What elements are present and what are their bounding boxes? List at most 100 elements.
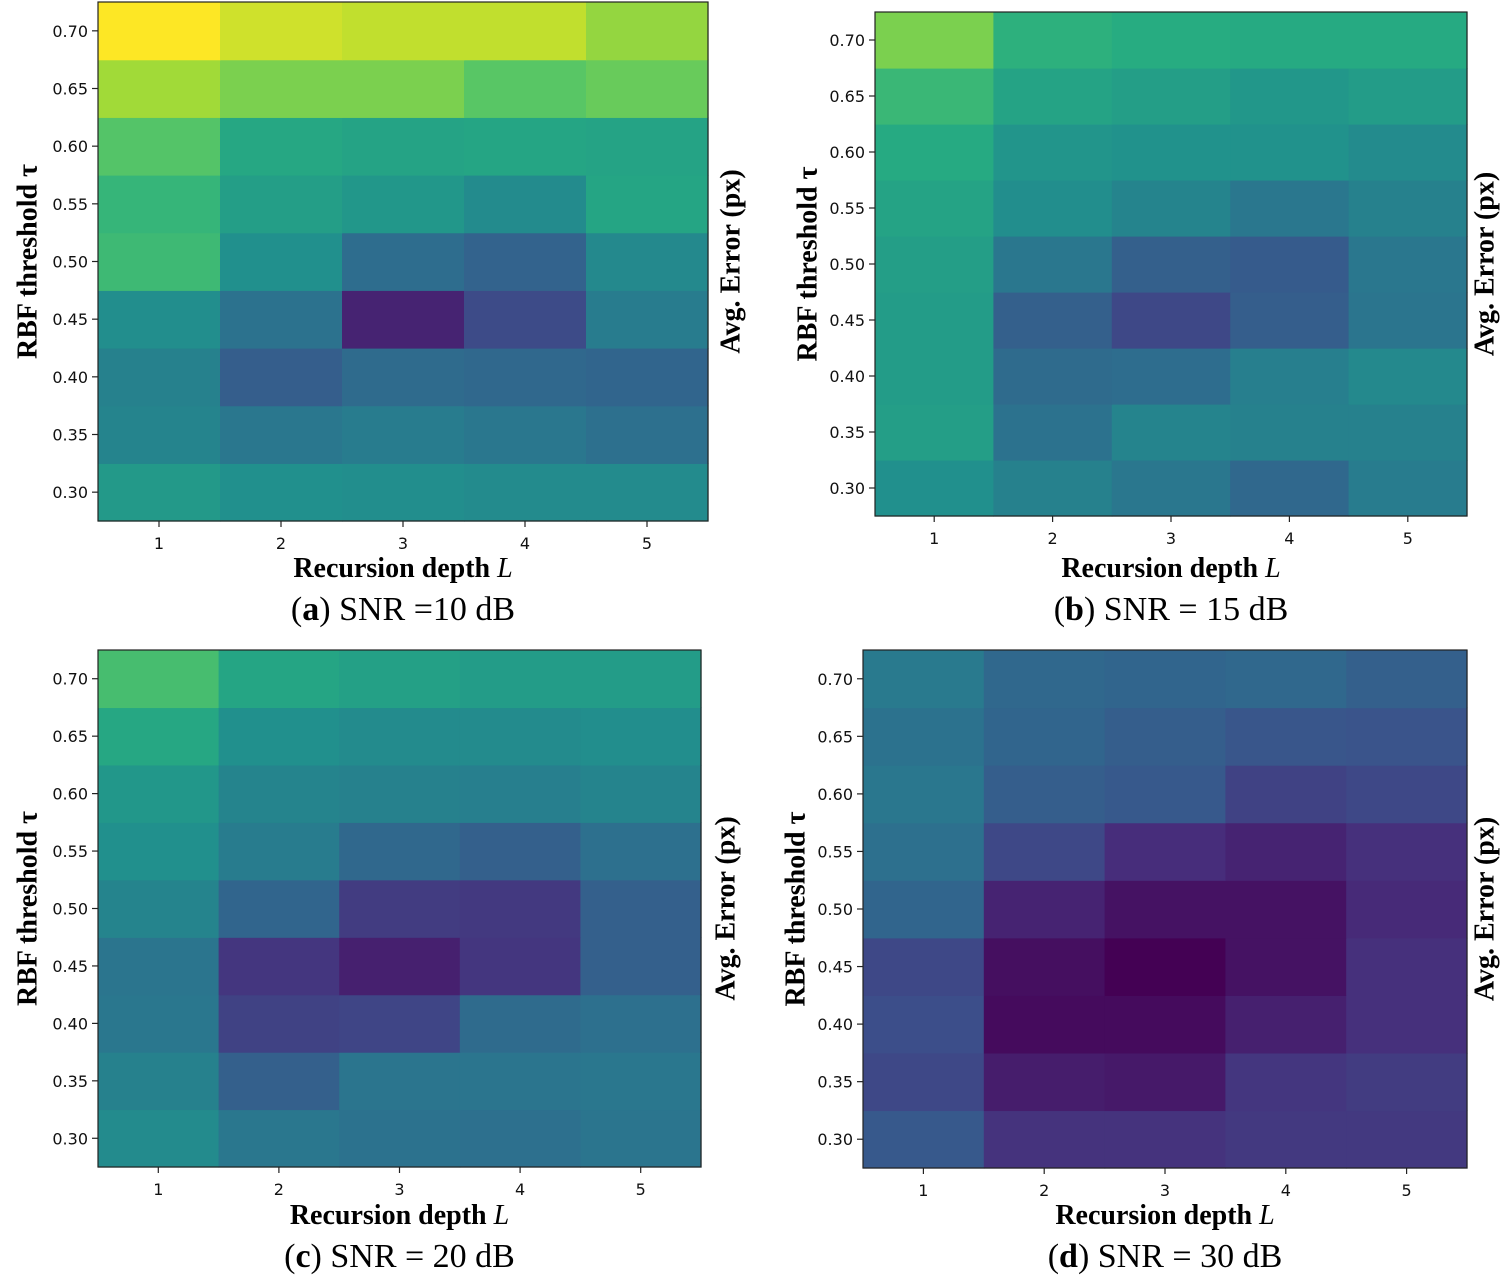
heatmap-cell bbox=[339, 879, 461, 938]
heatmap-cell bbox=[1225, 1110, 1347, 1169]
heatmap-cell bbox=[342, 175, 465, 234]
heatmap-cell bbox=[464, 463, 587, 522]
heatmap-cell bbox=[1230, 180, 1350, 237]
x-tick-label: 5 bbox=[1403, 529, 1413, 548]
caption-panel-label: a bbox=[302, 591, 319, 628]
heatmap-cell bbox=[580, 650, 702, 709]
y-tick-label: 0.60 bbox=[817, 785, 853, 804]
heatmap-cell bbox=[586, 290, 709, 349]
heatmap-cell bbox=[339, 764, 461, 823]
heatmap-cell bbox=[459, 707, 581, 766]
y-tick-label: 0.50 bbox=[52, 900, 88, 919]
x-axis-label-variable: L bbox=[1258, 1200, 1275, 1231]
y-tick-label: 0.45 bbox=[829, 311, 865, 330]
caption-text: ) SNR =10 dB bbox=[319, 591, 515, 628]
x-axis-label: Recursion depth L bbox=[1055, 1200, 1274, 1231]
heatmap-cell bbox=[983, 995, 1106, 1054]
y-tick-label: 0.55 bbox=[52, 195, 88, 214]
x-axis-label: Recursion depth L bbox=[293, 553, 512, 584]
y-tick-label: 0.40 bbox=[817, 1015, 853, 1034]
heatmap-panel-b: 1 2 3 4 5 0.30 0.35 0.40 0.45 0.50 0.55 0.60 0.65 0.7… bbox=[792, 11, 1500, 628]
heatmap-cell bbox=[993, 68, 1113, 125]
heatmap-cell bbox=[993, 460, 1113, 517]
heatmap-cell bbox=[1346, 1052, 1468, 1112]
heatmap-cell bbox=[1104, 995, 1226, 1054]
x-axis-label-text: Recursion depth bbox=[1055, 1200, 1259, 1231]
y-tick-label: 0.65 bbox=[817, 727, 853, 746]
caption-panel-label: c bbox=[295, 1238, 310, 1275]
heatmap-cell bbox=[98, 59, 221, 118]
heatmap-cell bbox=[1346, 937, 1468, 996]
heatmap-cell bbox=[580, 764, 702, 823]
heatmap-cell bbox=[459, 822, 581, 881]
heatmap-cell bbox=[339, 1109, 461, 1168]
y-tick-label: 0.40 bbox=[829, 367, 865, 386]
x-tick-label: 4 bbox=[1281, 1181, 1291, 1200]
heatmap-cell bbox=[220, 232, 343, 291]
heatmap-cell bbox=[1348, 404, 1468, 461]
heatmap-cell bbox=[464, 232, 587, 291]
heatmap-cell bbox=[220, 348, 343, 407]
heatmap-cell bbox=[863, 1110, 985, 1169]
y-tick-label: 0.30 bbox=[52, 1129, 88, 1148]
heatmap-cell bbox=[342, 290, 465, 349]
heatmap-cell bbox=[586, 175, 709, 234]
y-tick-label: 0.65 bbox=[829, 87, 865, 106]
y-tick-label: 0.55 bbox=[817, 842, 853, 861]
caption-panel-label: b bbox=[1065, 591, 1084, 628]
y-tick-label: 0.35 bbox=[817, 1073, 853, 1092]
heatmap-cell bbox=[339, 822, 461, 881]
x-axis-label-variable: L bbox=[496, 553, 513, 584]
heatmap-cell bbox=[1225, 650, 1347, 709]
caption-open-paren: ( bbox=[291, 591, 302, 628]
x-tick-label: 2 bbox=[1048, 529, 1058, 548]
y-tick-label: 0.65 bbox=[52, 80, 88, 99]
heatmap-cell bbox=[1225, 765, 1347, 824]
heatmap-cell bbox=[983, 707, 1106, 766]
x-tick-label: 5 bbox=[1402, 1181, 1412, 1200]
y-tick-label: 0.30 bbox=[52, 483, 88, 502]
heatmap-cell bbox=[1225, 937, 1347, 996]
heatmap-cell bbox=[586, 232, 709, 291]
y-tick-label: 0.60 bbox=[52, 137, 88, 156]
heatmap-cell bbox=[993, 124, 1113, 181]
heatmap-cell bbox=[98, 822, 220, 881]
heatmap-cell bbox=[863, 822, 985, 881]
x-tick-label: 4 bbox=[1284, 529, 1294, 548]
heatmap-cell bbox=[580, 1052, 702, 1111]
y-tick-label: 0.40 bbox=[52, 1014, 88, 1033]
panel-caption: (d) SNR = 30 dB bbox=[1048, 1238, 1283, 1275]
colorbar-label: Avg. Error (px) bbox=[710, 816, 741, 1000]
heatmap-cell bbox=[580, 1109, 702, 1168]
heatmap-cell bbox=[586, 59, 709, 118]
heatmap-cell bbox=[1225, 1052, 1347, 1112]
y-tick-label: 0.45 bbox=[52, 957, 88, 976]
heatmap-cell bbox=[1346, 1110, 1468, 1169]
heatmap-cell bbox=[98, 1052, 220, 1111]
heatmap-cell bbox=[464, 2, 587, 61]
y-tick-label: 0.55 bbox=[52, 842, 88, 861]
x-tick-label: 2 bbox=[274, 1180, 284, 1199]
y-tick-label: 0.35 bbox=[829, 423, 865, 442]
heatmap-cell bbox=[98, 463, 221, 522]
heatmap-cell bbox=[1348, 12, 1468, 69]
y-tick-label: 0.35 bbox=[52, 426, 88, 445]
colorbar-label: Avg. Error (px) bbox=[1469, 817, 1500, 1001]
heatmap-cell bbox=[580, 937, 702, 996]
heatmap-cell bbox=[1348, 68, 1468, 125]
x-tick-label: 1 bbox=[154, 534, 164, 553]
heatmap-cell bbox=[1348, 124, 1468, 181]
heatmap-cell bbox=[863, 937, 985, 996]
heatmap-cell bbox=[98, 2, 221, 61]
heatmap-cell bbox=[993, 236, 1113, 293]
heatmap-cell bbox=[464, 405, 587, 464]
y-tick-label: 0.70 bbox=[52, 22, 88, 41]
heatmap-cell bbox=[1104, 650, 1226, 709]
heatmap-cell bbox=[993, 12, 1113, 69]
y-axis-label: RBF threshold τ bbox=[12, 811, 43, 1006]
heatmap-cell bbox=[98, 232, 221, 291]
y-tick-label: 0.55 bbox=[829, 199, 865, 218]
y-tick-label: 0.70 bbox=[817, 670, 853, 689]
x-axis-label-text: Recursion depth bbox=[1061, 553, 1265, 584]
heatmap-cell bbox=[1104, 707, 1226, 766]
